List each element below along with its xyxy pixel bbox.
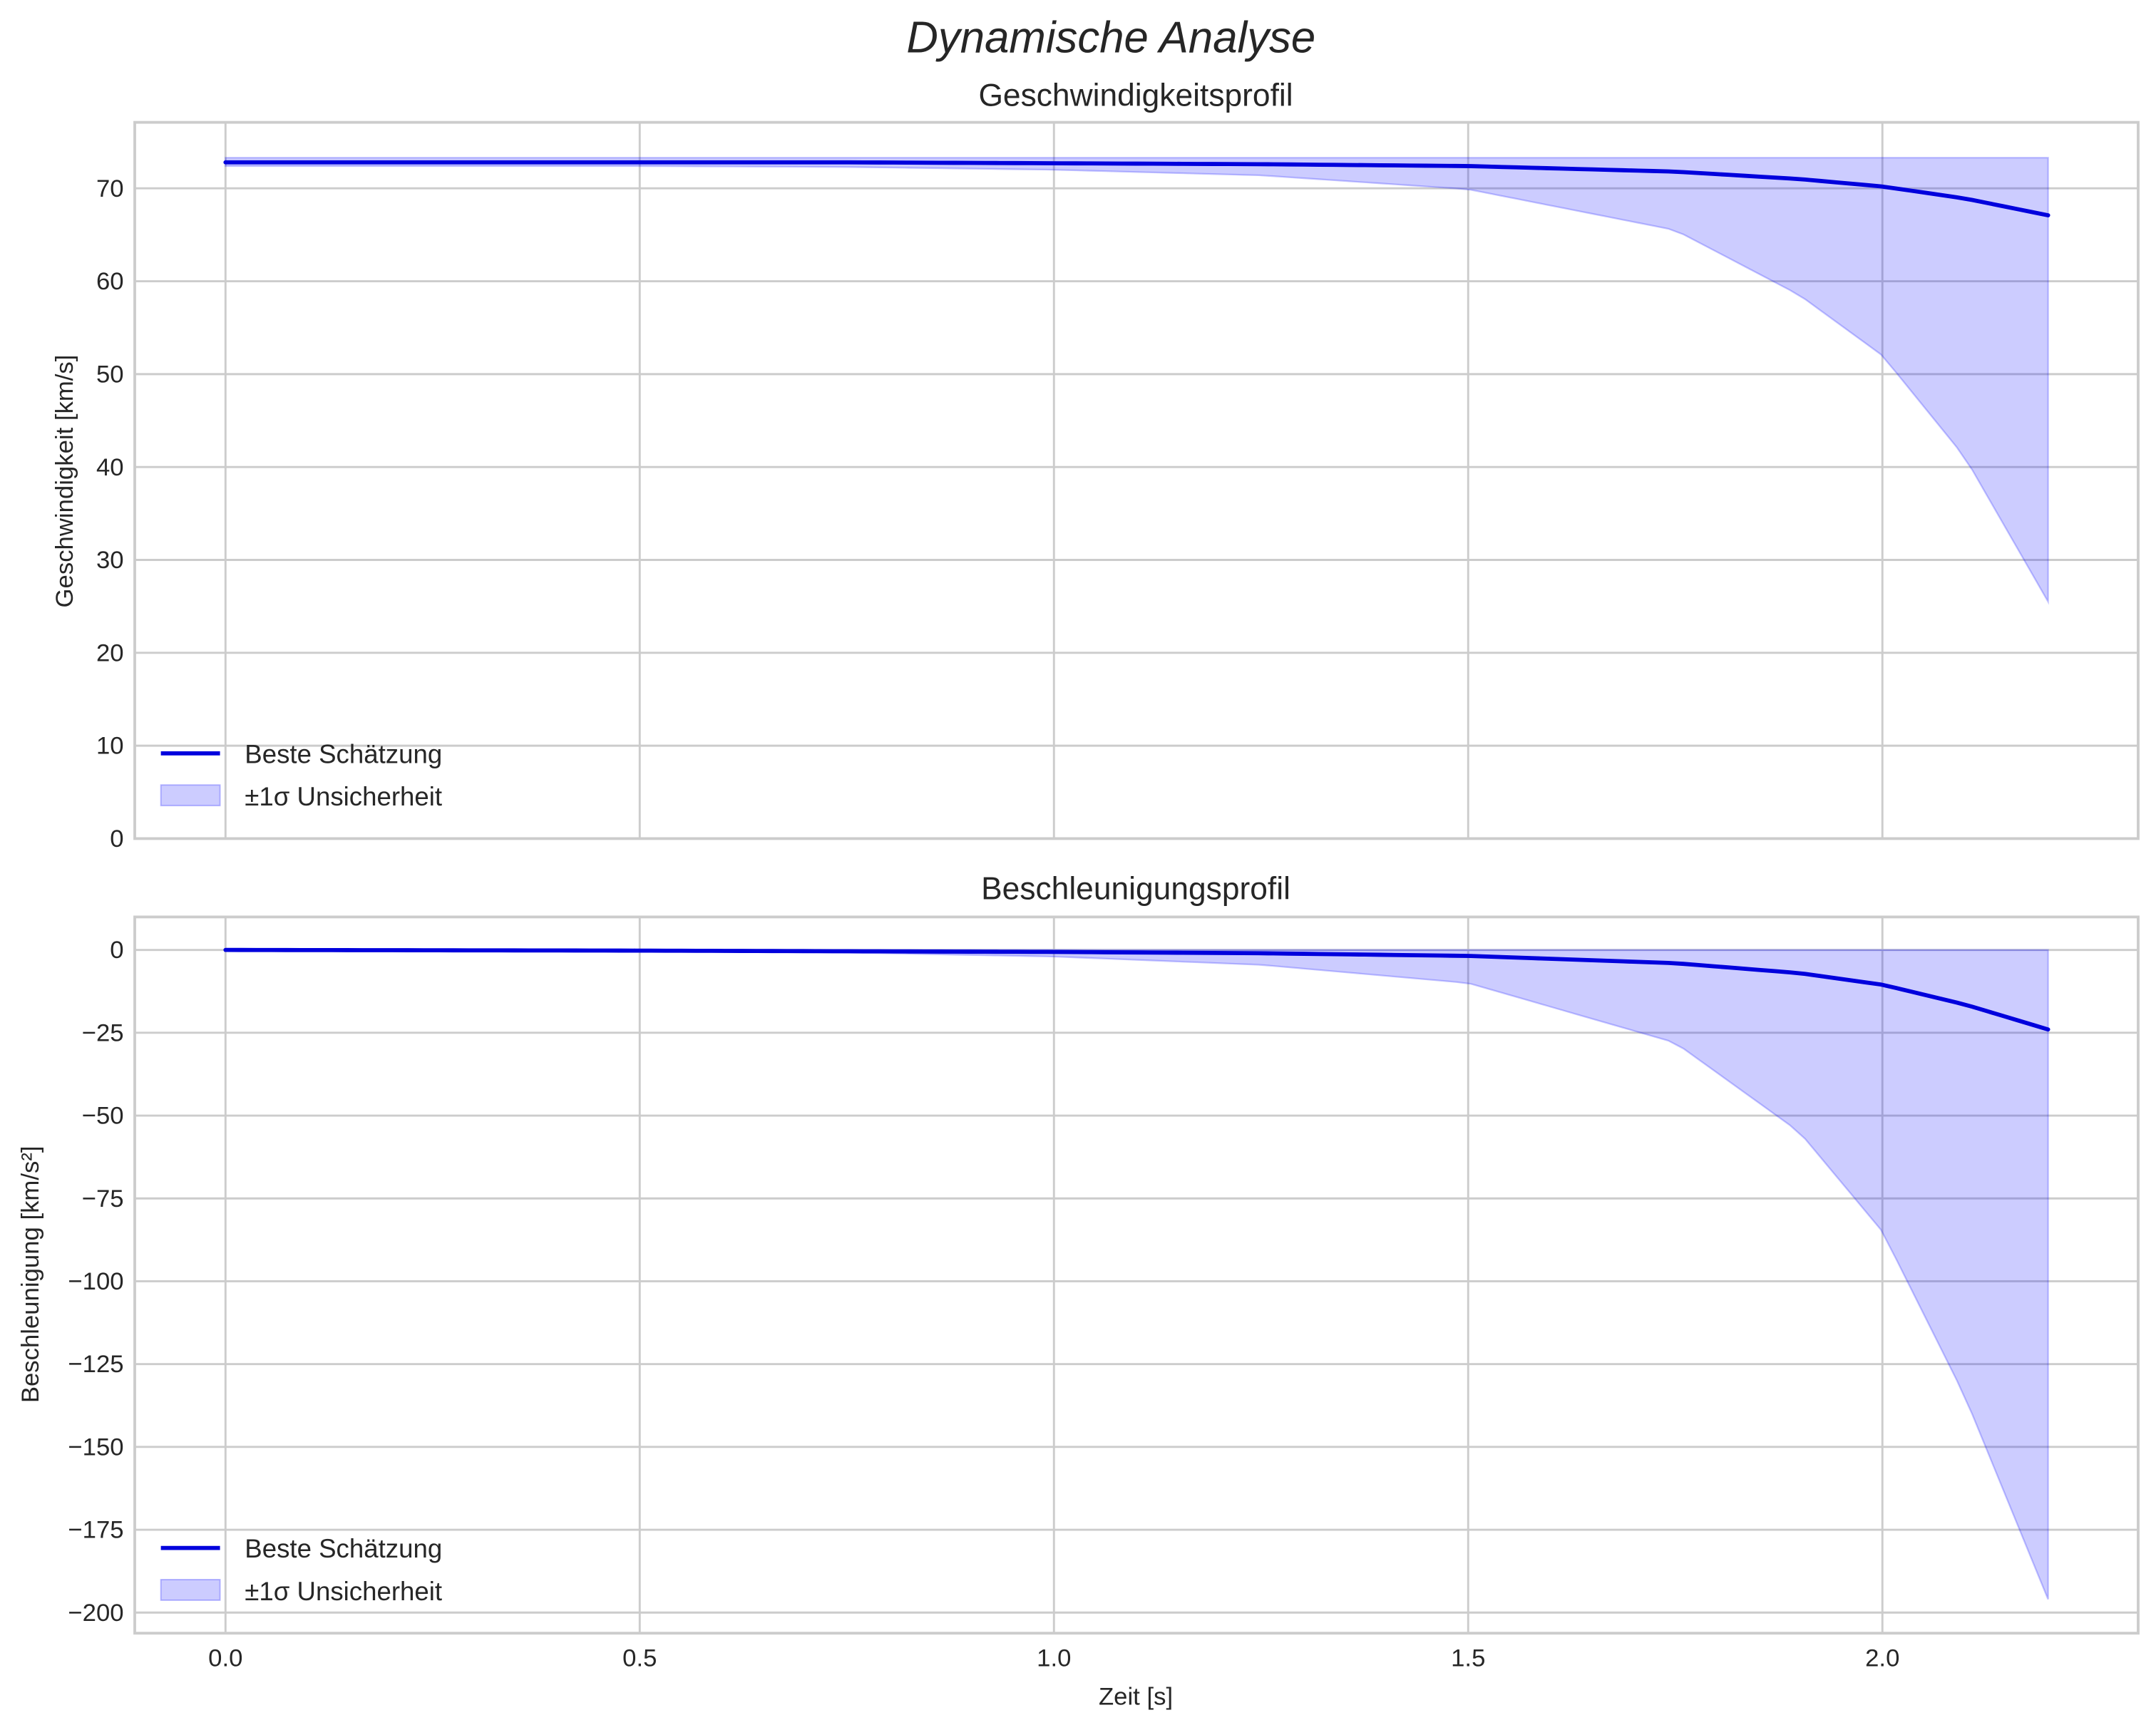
x-ticks: 0.0 0.5 1.0 1.5 2.0 — [208, 1644, 1899, 1672]
y-tick-label: 30 — [96, 547, 124, 574]
velocity-y-label: Geschwindigkeit [km/s] — [51, 355, 78, 608]
legend-label-uncertainty: ±1σ Unsicherheit — [245, 1577, 442, 1606]
legend-label-uncertainty: ±1σ Unsicherheit — [245, 782, 442, 811]
acceleration-y-label: Beschleunigung [km/s²] — [17, 1145, 44, 1403]
acceleration-panel-title: Beschleunigungsprofil — [981, 871, 1290, 906]
legend-band-swatch — [160, 1578, 221, 1601]
x-tick-label: 0.5 — [622, 1644, 657, 1672]
velocity-best-estimate-line — [223, 160, 2050, 217]
velocity-y-ticks: 0 10 20 30 40 50 60 70 — [96, 175, 124, 853]
velocity-panel-title: Geschwindigkeitsprofil — [978, 78, 1293, 113]
legend-label-best-estimate: Beste Schätzung — [245, 739, 442, 768]
y-tick-label: 20 — [96, 639, 124, 666]
x-axis-label: Zeit [s] — [1099, 1683, 1173, 1710]
y-tick-label: 70 — [96, 175, 124, 202]
acceleration-legend: Beste Schätzung ±1σ Unsicherheit — [160, 1534, 442, 1606]
x-tick-label: 1.5 — [1451, 1644, 1485, 1672]
y-tick-label: −125 — [68, 1351, 123, 1378]
acceleration-y-ticks: 0 −25 −50 −75 −100 −125 −150 −175 −200 — [68, 937, 123, 1627]
y-tick-label: 40 — [96, 454, 124, 481]
y-tick-label: −25 — [82, 1019, 124, 1046]
y-tick-label: 60 — [96, 268, 124, 295]
y-tick-label: 10 — [96, 733, 124, 760]
y-tick-label: −175 — [68, 1517, 123, 1544]
acceleration-best-estimate-line — [223, 947, 2050, 1032]
y-tick-label: 0 — [110, 937, 123, 964]
y-tick-label: −100 — [68, 1268, 123, 1295]
legend-label-best-estimate: Beste Schätzung — [245, 1534, 442, 1563]
acceleration-uncertainty-band — [225, 949, 2049, 1600]
y-tick-label: 0 — [110, 825, 123, 853]
velocity-legend: Beste Schätzung ±1σ Unsicherheit — [160, 739, 442, 811]
y-tick-label: −200 — [68, 1600, 123, 1627]
y-tick-label: −150 — [68, 1433, 123, 1461]
x-tick-label: 0.0 — [208, 1644, 242, 1672]
x-tick-label: 2.0 — [1865, 1644, 1899, 1672]
acceleration-plot-frame — [133, 915, 2140, 1635]
velocity-uncertainty-band — [225, 157, 2049, 605]
legend-band-swatch — [160, 784, 221, 807]
velocity-plot-frame — [133, 120, 2140, 840]
y-tick-label: 50 — [96, 361, 124, 388]
x-tick-label: 1.0 — [1037, 1644, 1071, 1672]
acceleration-panel: Beschleunigungsprofil 0 −25 −50 −75 −100 −125… — [17, 871, 2140, 1710]
velocity-panel: Geschwindigkeitsprofil 0 10 20 30 40 50 60 70 G… — [51, 78, 2140, 853]
figure-title: Dynamische Analyse — [906, 13, 1315, 62]
y-tick-label: −50 — [82, 1103, 124, 1130]
y-tick-label: −75 — [82, 1185, 124, 1213]
